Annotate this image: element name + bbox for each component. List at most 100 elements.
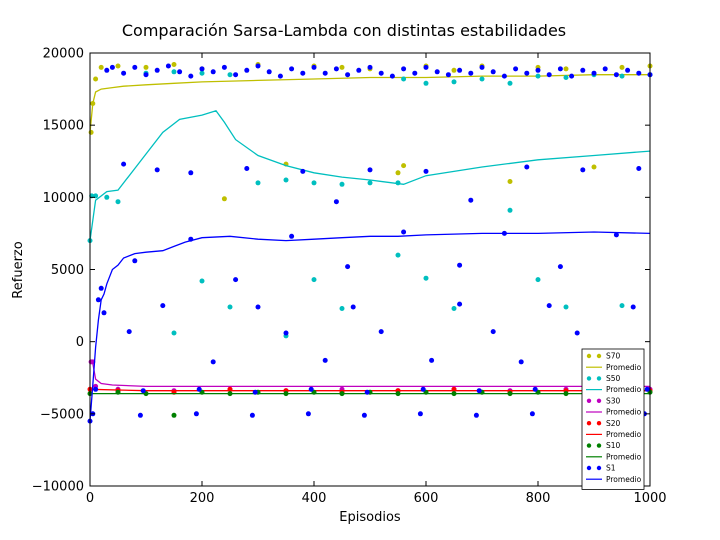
- plot-data: [87, 62, 653, 424]
- data-point: [535, 73, 541, 79]
- data-point: [364, 389, 370, 395]
- data-point: [401, 163, 407, 169]
- series-line: [89, 361, 650, 388]
- data-point: [434, 69, 440, 75]
- data-point: [412, 70, 418, 76]
- y-tick-label: 20000: [43, 47, 84, 62]
- data-point: [423, 275, 429, 281]
- data-point: [423, 80, 429, 86]
- legend-label: Promedio: [606, 385, 642, 394]
- x-tick-label: 400: [302, 491, 327, 506]
- data-point: [233, 277, 239, 283]
- legend-marker: [596, 398, 602, 403]
- data-point: [322, 357, 328, 363]
- data-point: [115, 63, 121, 69]
- chart-title: Comparación Sarsa-Lambda con distintas e…: [122, 21, 566, 40]
- data-point: [98, 64, 104, 70]
- y-axis-label: Refuerzo: [11, 241, 26, 298]
- data-point: [580, 167, 586, 173]
- series-11: [89, 231, 651, 422]
- data-point: [546, 72, 552, 78]
- data-point: [507, 207, 513, 213]
- data-point: [535, 277, 541, 283]
- data-point: [289, 233, 295, 239]
- data-point: [367, 64, 373, 70]
- data-point: [137, 412, 143, 418]
- data-point: [557, 264, 563, 270]
- data-point: [140, 388, 146, 394]
- x-tick-label: 0: [86, 491, 94, 506]
- data-point: [563, 66, 569, 72]
- data-point: [255, 304, 261, 310]
- data-point: [423, 168, 429, 174]
- legend-label: S30: [606, 396, 621, 405]
- data-point: [233, 72, 239, 78]
- legend-marker: [586, 398, 592, 403]
- data-point: [630, 304, 636, 310]
- data-point: [378, 70, 384, 76]
- data-point: [210, 69, 216, 75]
- data-point: [104, 67, 110, 73]
- legend-marker: [586, 443, 592, 448]
- legend-entry: S70: [586, 352, 621, 361]
- data-point: [196, 386, 202, 392]
- data-point: [322, 70, 328, 76]
- data-point: [395, 252, 401, 258]
- data-point: [143, 72, 149, 78]
- data-point: [300, 70, 306, 76]
- data-point: [244, 67, 250, 73]
- data-point: [619, 64, 625, 70]
- data-point: [401, 66, 407, 72]
- data-point: [644, 386, 650, 392]
- y-tick-label: 10000: [43, 191, 84, 206]
- data-point: [518, 359, 524, 365]
- legend-entry: S30: [586, 396, 621, 405]
- data-point: [171, 62, 177, 67]
- series-3: [89, 109, 651, 241]
- x-tick-label: 200: [190, 491, 215, 506]
- data-point: [445, 72, 451, 78]
- legend-marker: [586, 421, 592, 426]
- data-point: [221, 64, 227, 70]
- data-point: [171, 330, 177, 336]
- series-line: [89, 109, 651, 241]
- data-point: [171, 69, 177, 75]
- data-point: [563, 75, 569, 80]
- legend-entry: Promedio: [586, 385, 642, 394]
- data-point: [283, 330, 289, 336]
- data-point: [513, 66, 519, 72]
- legend-marker: [596, 376, 602, 381]
- legend-label: Promedio: [606, 363, 642, 372]
- data-point: [350, 304, 356, 310]
- data-point: [535, 67, 541, 73]
- data-point: [451, 306, 457, 311]
- data-point: [468, 70, 474, 76]
- data-point: [221, 196, 227, 202]
- x-axis-label: Episodios: [339, 510, 401, 525]
- data-point: [188, 73, 194, 79]
- data-point: [210, 359, 216, 365]
- data-point: [109, 64, 115, 70]
- series-2: [87, 69, 653, 339]
- plot-area-frame: [89, 52, 651, 487]
- legend-label: Promedio: [606, 475, 642, 484]
- data-point: [154, 167, 160, 173]
- y-tick-label: 5000: [51, 263, 84, 278]
- data-point: [188, 170, 194, 176]
- y-tick-label: −10000: [32, 480, 84, 495]
- data-point: [479, 64, 485, 70]
- x-axis-ticks: 0 200 400 600 800 1000: [86, 53, 667, 506]
- data-point: [199, 66, 205, 72]
- legend-label: S70: [606, 352, 621, 361]
- y-tick-label: 0: [76, 335, 84, 350]
- data-point: [591, 164, 597, 170]
- data-point: [429, 357, 435, 363]
- data-point: [401, 76, 407, 82]
- data-point: [501, 73, 507, 79]
- data-point: [507, 179, 513, 184]
- data-point: [473, 412, 479, 418]
- legend: S70 Promedio S50 Promedio S30 Promedio S20 Prom…: [581, 348, 645, 490]
- data-point: [199, 70, 205, 76]
- data-point: [367, 167, 373, 173]
